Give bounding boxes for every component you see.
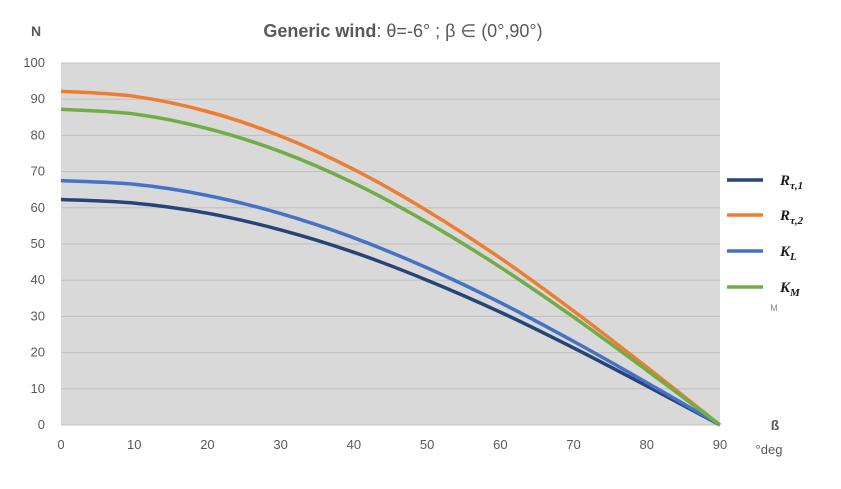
y-tick-label: 100 <box>23 55 45 70</box>
x-axis-label: ß <box>771 417 780 433</box>
y-tick-label: 20 <box>31 345 45 360</box>
chart-title: Generic wind: θ=-6° ; β ∈ (0°,90°) <box>263 21 542 41</box>
series-line <box>60 107 722 427</box>
x-tick-label: 20 <box>200 437 214 452</box>
y-tick-label: 30 <box>31 308 45 323</box>
y-tick-label: 50 <box>31 236 45 251</box>
legend-label: Rτ,1 <box>779 173 803 192</box>
chart-title-bold: Generic wind <box>263 21 376 41</box>
grid-lines <box>61 62 720 426</box>
x-tick-label: 80 <box>640 437 654 452</box>
chart-title-rest: : θ=-6° ; β ∈ (0°,90°) <box>376 21 542 41</box>
x-tick-label: 10 <box>127 437 141 452</box>
x-axis-unit: °deg <box>756 442 783 457</box>
x-tick-label: 30 <box>273 437 287 452</box>
y-tick-label: 90 <box>31 91 45 106</box>
y-tick-label: 80 <box>31 127 45 142</box>
series-line <box>60 197 721 427</box>
stray-label: M <box>770 303 778 313</box>
y-tick-label: 10 <box>31 381 45 396</box>
y-tick-label: 70 <box>31 164 45 179</box>
x-tick-labels: 0 10 20 30 40 50 60 70 80 90 <box>57 437 727 452</box>
y-tick-label: 40 <box>31 272 45 287</box>
series-line <box>60 89 722 427</box>
x-tick-label: 70 <box>566 437 580 452</box>
legend: Rτ,1 Rτ,2 KL KM <box>727 173 804 299</box>
legend-label: KM <box>779 280 801 299</box>
x-tick-label: 50 <box>420 437 434 452</box>
x-tick-label: 90 <box>713 437 727 452</box>
y-tick-label: 0 <box>38 417 45 432</box>
y-axis-label: N <box>31 23 41 39</box>
x-tick-label: 60 <box>493 437 507 452</box>
x-tick-label: 0 <box>57 437 64 452</box>
y-tick-label: 60 <box>31 200 45 215</box>
legend-label: Rτ,2 <box>779 208 804 227</box>
series-lines <box>60 89 722 427</box>
x-tick-label: 40 <box>347 437 361 452</box>
y-tick-labels: 0 10 20 30 40 50 60 70 80 90 100 <box>23 55 45 432</box>
legend-label: KL <box>779 244 797 263</box>
series-line <box>60 178 721 427</box>
